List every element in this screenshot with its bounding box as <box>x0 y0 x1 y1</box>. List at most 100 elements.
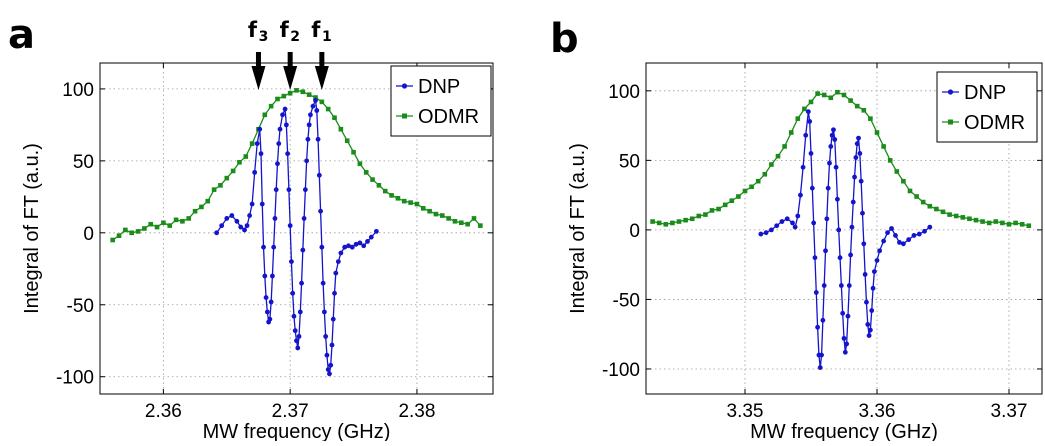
data-point-odmr <box>439 213 445 218</box>
annotation-label: f <box>280 18 290 42</box>
legend-label: DNP <box>964 82 1006 104</box>
data-point-dnp <box>827 160 832 166</box>
data-point-dnp <box>820 317 826 323</box>
data-point-dnp <box>838 283 844 288</box>
data-point-odmr <box>861 107 867 113</box>
data-point-odmr <box>357 161 363 167</box>
data-point-dnp <box>300 247 306 253</box>
data-point-odmr <box>874 130 880 135</box>
data-point-dnp <box>857 150 863 156</box>
data-point-odmr <box>116 233 122 238</box>
data-point-odmr <box>382 188 388 194</box>
data-point-dnp <box>271 244 277 250</box>
data-point-odmr <box>123 227 128 233</box>
data-point-dnp <box>792 224 798 230</box>
annotation-label: f <box>311 18 321 42</box>
data-point-odmr <box>401 198 407 204</box>
data-point-odmr <box>762 171 768 177</box>
data-point-odmr <box>262 112 268 118</box>
data-point-dnp <box>897 240 902 245</box>
data-point-dnp <box>333 270 339 276</box>
data-point-dnp <box>885 230 890 236</box>
data-point-dnp <box>916 231 922 237</box>
data-point-odmr <box>471 216 477 221</box>
data-point-odmr <box>338 126 344 132</box>
data-point-odmr <box>199 204 204 210</box>
data-point-dnp <box>811 220 817 226</box>
data-point-dnp <box>829 132 835 138</box>
arrow-head-icon <box>314 66 329 90</box>
data-point-dnp <box>261 244 266 250</box>
series-line-odmr <box>652 91 1029 227</box>
data-point-odmr <box>1006 222 1012 227</box>
data-point-dnp <box>881 238 886 244</box>
data-point-dnp <box>871 269 877 275</box>
data-point-odmr <box>993 219 999 224</box>
data-point-dnp <box>318 208 323 214</box>
data-point-dnp <box>270 273 275 279</box>
data-point-odmr <box>237 160 242 165</box>
data-point-odmr <box>433 211 439 217</box>
data-point-dnp <box>848 252 853 258</box>
data-point-dnp <box>289 259 294 264</box>
data-point-dnp <box>272 216 278 221</box>
data-point-dnp <box>305 136 311 142</box>
data-point-dnp <box>302 187 308 193</box>
data-point-odmr <box>795 116 801 121</box>
y-tick-label: 100 <box>62 80 94 101</box>
data-point-odmr <box>894 169 900 174</box>
data-point-odmr <box>788 130 794 135</box>
data-point-odmr <box>868 116 873 121</box>
data-point-odmr <box>920 199 926 205</box>
data-point-dnp <box>329 342 335 348</box>
data-point-dnp <box>861 241 867 247</box>
data-point-odmr <box>420 206 426 211</box>
data-point-odmr <box>230 168 236 174</box>
data-point-dnp <box>327 371 332 377</box>
data-point-odmr <box>446 216 451 221</box>
plot-frame <box>645 62 1043 395</box>
data-point-odmr <box>689 216 695 222</box>
data-point-odmr <box>986 220 992 226</box>
data-point-odmr <box>161 220 166 226</box>
data-point-dnp <box>286 187 292 193</box>
y-tick-label: 50 <box>73 152 94 173</box>
data-point-odmr <box>249 141 255 146</box>
data-point-odmr <box>243 154 249 159</box>
data-point-dnp <box>325 367 331 372</box>
panel-a: a 2.36 2.37 2.38 -100 -50 0 50 100 MW frequency (… <box>8 12 494 443</box>
x-tick-label: 2.37 <box>272 401 309 422</box>
data-point-dnp <box>338 250 344 256</box>
data-point-dnp <box>852 174 857 180</box>
data-point-dnp <box>831 127 836 133</box>
y-axis-label: Integral of FT (a.u.) <box>21 143 43 314</box>
data-point-odmr <box>376 183 382 188</box>
data-point-dnp <box>758 231 764 237</box>
data-point-odmr <box>1019 222 1025 227</box>
data-point-dnp <box>273 187 279 193</box>
data-point-odmr <box>802 106 807 112</box>
data-point-odmr <box>729 198 735 203</box>
data-point-odmr <box>319 99 325 105</box>
data-point-dnp <box>282 106 288 112</box>
legend-marker <box>401 83 408 89</box>
data-point-odmr <box>313 95 318 100</box>
data-point-dnp <box>264 309 270 315</box>
data-point-odmr <box>389 193 394 198</box>
data-point-odmr <box>940 209 946 215</box>
data-point-dnp <box>763 230 769 236</box>
data-point-dnp <box>283 122 289 128</box>
data-point-odmr <box>211 187 217 192</box>
series-line-dnp <box>760 111 931 368</box>
data-point-dnp <box>320 280 326 286</box>
data-point-odmr <box>663 222 669 227</box>
data-point-dnp <box>836 227 842 233</box>
data-point-dnp <box>853 155 859 160</box>
data-point-dnp <box>299 280 304 286</box>
data-point-odmr <box>755 178 761 184</box>
data-point-dnp <box>361 243 367 249</box>
data-point-dnp <box>267 316 273 322</box>
